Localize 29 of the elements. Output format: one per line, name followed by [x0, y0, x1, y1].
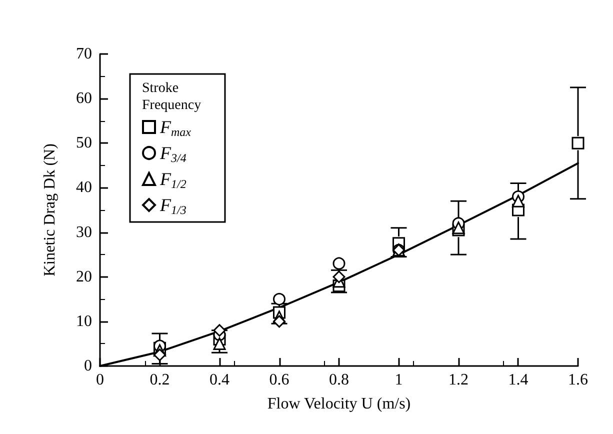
point — [572, 136, 584, 150]
x-tick-label: 1.6 — [568, 372, 588, 388]
y-tick-label: 20 — [76, 268, 92, 286]
y-tick-label: 10 — [76, 312, 92, 330]
point — [273, 315, 286, 328]
x-tick-label: 0.2 — [150, 372, 170, 388]
y-tick-label: 30 — [76, 224, 92, 241]
point — [512, 194, 524, 208]
x-tick-label: 0.4 — [210, 372, 230, 388]
point — [332, 257, 346, 270]
point — [213, 324, 226, 337]
y-tick-label: 40 — [76, 179, 92, 196]
legend-title: Stroke Frequency — [142, 81, 202, 113]
x-tick-label: 1.2 — [448, 372, 468, 388]
y-tick-label: 50 — [76, 134, 92, 152]
y-axis-title: Kinetic Drag Dk (N) — [42, 144, 58, 276]
point — [154, 348, 166, 362]
y-tick-label: 0 — [84, 358, 92, 374]
x-tick-label: 1 — [394, 372, 403, 388]
y-tick-label: 60 — [76, 90, 92, 108]
point — [213, 337, 226, 350]
x-tick-label: 0.6 — [269, 372, 290, 388]
x-tick-label: 0 — [96, 372, 104, 388]
point — [332, 270, 346, 284]
x-tick-label: 0.8 — [329, 372, 349, 388]
x-tick-label: 1.4 — [508, 372, 528, 388]
x-axis-title: Flow Velocity U (m/s) — [267, 396, 411, 412]
point — [273, 292, 286, 306]
y-tick-label: 70 — [76, 46, 92, 62]
